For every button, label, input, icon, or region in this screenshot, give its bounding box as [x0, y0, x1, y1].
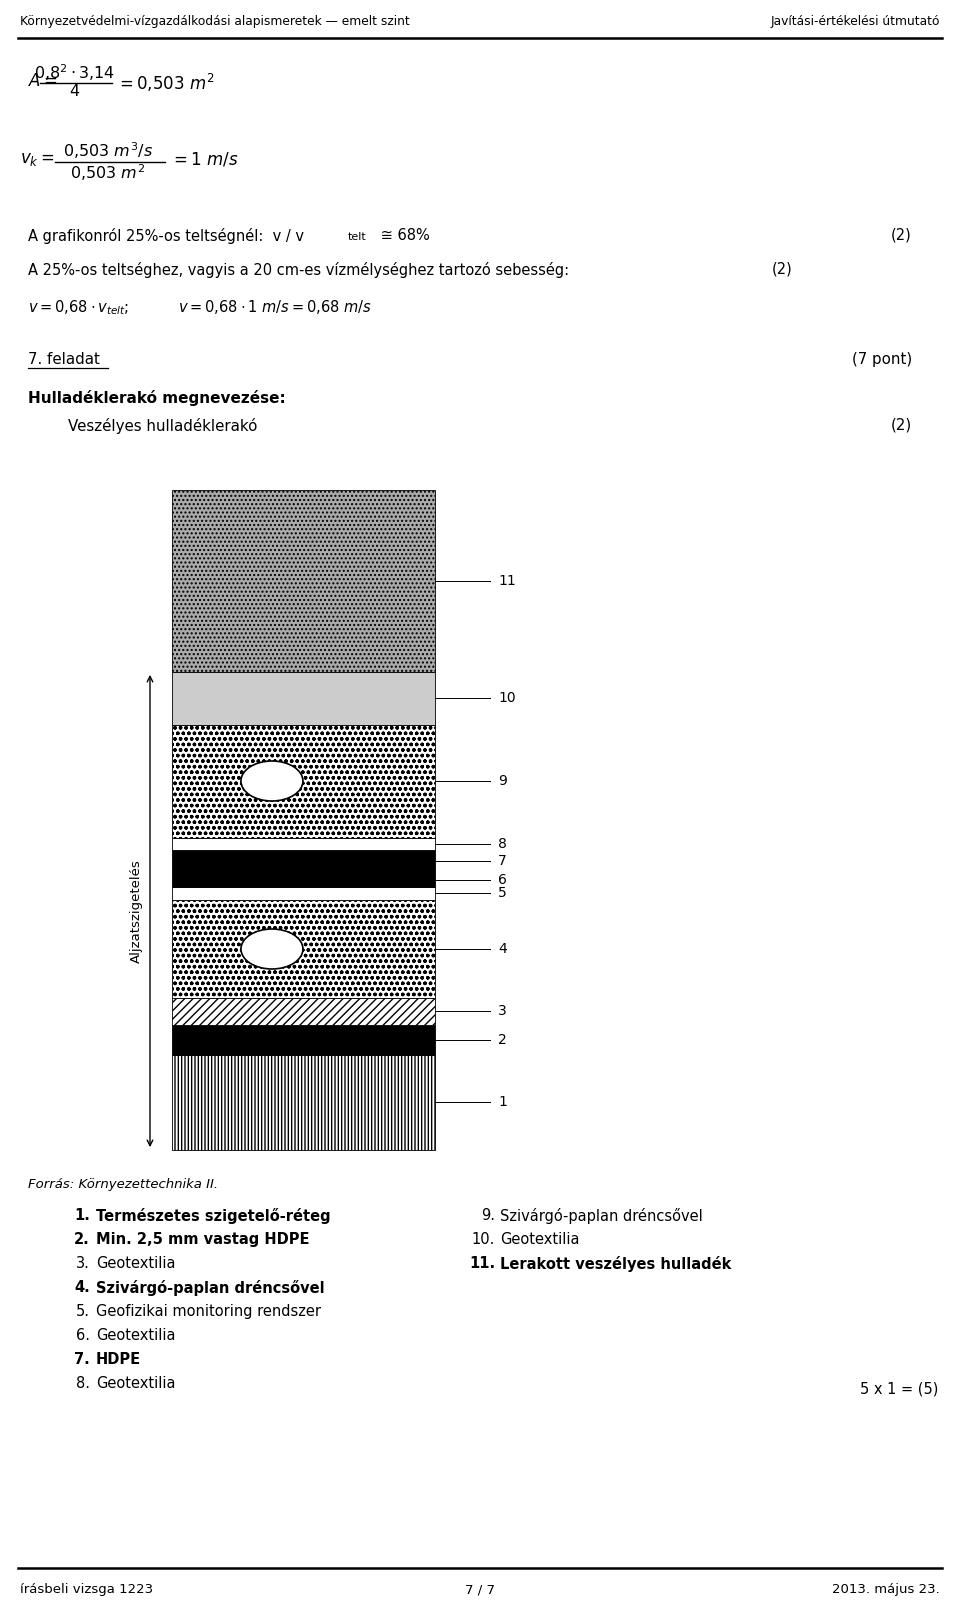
Text: Aljzatszigetelés: Aljzatszigetelés — [130, 859, 142, 962]
Text: 1: 1 — [498, 1095, 507, 1109]
Text: telt: telt — [348, 231, 367, 243]
Text: 4.: 4. — [74, 1281, 90, 1295]
Text: 9: 9 — [498, 775, 507, 787]
Bar — [172, 838, 435, 851]
Text: 3: 3 — [498, 1004, 507, 1019]
Bar — [172, 873, 435, 888]
Text: Javítási-értékelési útmutató: Javítási-értékelési útmutató — [771, 15, 940, 27]
Text: $v = 0{,}68 \cdot 1\ m/s = 0{,}68\ m/s$: $v = 0{,}68 \cdot 1\ m/s = 0{,}68\ m/s$ — [178, 298, 372, 315]
Text: Veszélyes hulladéklerakó: Veszélyes hulladéklerakó — [68, 419, 257, 433]
Text: Geotextilia: Geotextilia — [500, 1232, 580, 1247]
Text: 7: 7 — [498, 854, 507, 868]
Bar — [172, 1025, 435, 1054]
Text: (7 pont): (7 pont) — [852, 353, 912, 367]
Text: Geofizikai monitoring rendszer: Geofizikai monitoring rendszer — [96, 1303, 321, 1319]
Ellipse shape — [241, 762, 303, 800]
Text: $= 0{,}503\ m^2$: $= 0{,}503\ m^2$ — [116, 73, 215, 94]
Text: (2): (2) — [772, 262, 793, 277]
Text: 5.: 5. — [76, 1303, 90, 1319]
Bar — [172, 888, 435, 901]
Text: írásbeli vizsga 1223: írásbeli vizsga 1223 — [20, 1583, 154, 1596]
Text: 2013. május 23.: 2013. május 23. — [832, 1583, 940, 1596]
Text: Geotextilia: Geotextilia — [96, 1328, 176, 1344]
Text: A 25%-os teltséghez, vagyis a 20 cm-es vízmélységhez tartozó sebesség:: A 25%-os teltséghez, vagyis a 20 cm-es v… — [28, 262, 569, 278]
Text: 6.: 6. — [76, 1328, 90, 1344]
Text: 1.: 1. — [74, 1208, 90, 1222]
Text: HDPE: HDPE — [96, 1352, 141, 1366]
Text: 7. feladat: 7. feladat — [28, 353, 100, 367]
Text: 8.: 8. — [76, 1376, 90, 1391]
Text: Min. 2,5 mm vastag HDPE: Min. 2,5 mm vastag HDPE — [96, 1232, 309, 1247]
Text: 11.: 11. — [468, 1256, 495, 1271]
Text: Hulladéklerakó megnevezése:: Hulladéklerakó megnevezése: — [28, 390, 286, 406]
Text: 8: 8 — [498, 838, 507, 851]
Text: 6: 6 — [498, 873, 507, 888]
Bar — [172, 1054, 435, 1150]
Text: ≅ 68%: ≅ 68% — [376, 228, 430, 243]
Text: $0{,}8^2 \cdot 3{,}14$: $0{,}8^2 \cdot 3{,}14$ — [35, 61, 115, 82]
Bar — [172, 998, 435, 1025]
Ellipse shape — [241, 930, 303, 969]
Text: $v = 0{,}68 \cdot v_{telt}$;: $v = 0{,}68 \cdot v_{telt}$; — [28, 298, 129, 317]
Bar — [172, 901, 435, 998]
Text: Természetes szigetelő-réteg: Természetes szigetelő-réteg — [96, 1208, 330, 1224]
Text: 4: 4 — [498, 943, 507, 956]
Text: Forrás: Környezettechnika II.: Forrás: Környezettechnika II. — [28, 1179, 218, 1192]
Text: $0{,}503\ m^2$: $0{,}503\ m^2$ — [70, 162, 146, 183]
Text: 3.: 3. — [76, 1256, 90, 1271]
Text: 10: 10 — [498, 690, 516, 705]
Text: Környezetvédelmi-vízgazdálkodási alapismeretek — emelt szint: Környezetvédelmi-vízgazdálkodási alapism… — [20, 15, 410, 27]
Text: Szivárgó-paplan dréncsővel: Szivárgó-paplan dréncsővel — [96, 1281, 324, 1295]
Text: 11: 11 — [498, 574, 516, 589]
Text: $0{,}503\ m^3/s$: $0{,}503\ m^3/s$ — [62, 141, 154, 160]
Text: (2): (2) — [891, 419, 912, 433]
Text: 9.: 9. — [481, 1208, 495, 1222]
Text: 2: 2 — [498, 1033, 507, 1046]
Text: Geotextilia: Geotextilia — [96, 1256, 176, 1271]
Text: Szivárgó-paplan dréncsővel: Szivárgó-paplan dréncsővel — [500, 1208, 703, 1224]
Text: 10.: 10. — [471, 1232, 495, 1247]
Text: $v_k =$: $v_k =$ — [20, 150, 55, 168]
Bar — [172, 724, 435, 838]
Text: Lerakott veszélyes hulladék: Lerakott veszélyes hulladék — [500, 1256, 732, 1273]
Text: A grafikonról 25%-os teltségnél:  v / v: A grafikonról 25%-os teltségnél: v / v — [28, 228, 304, 244]
Text: $= 1\ m/s$: $= 1\ m/s$ — [170, 150, 238, 168]
Text: 5 x 1 = (5): 5 x 1 = (5) — [859, 1381, 938, 1395]
Text: (2): (2) — [891, 228, 912, 243]
Text: $A =$: $A =$ — [28, 73, 58, 91]
Text: 5: 5 — [498, 886, 507, 901]
Bar — [172, 490, 435, 673]
Text: 7.: 7. — [74, 1352, 90, 1366]
Text: 7 / 7: 7 / 7 — [465, 1583, 495, 1596]
Bar — [172, 851, 435, 873]
Bar — [172, 673, 435, 724]
Text: $4$: $4$ — [69, 82, 81, 99]
Text: Geotextilia: Geotextilia — [96, 1376, 176, 1391]
Text: 2.: 2. — [74, 1232, 90, 1247]
